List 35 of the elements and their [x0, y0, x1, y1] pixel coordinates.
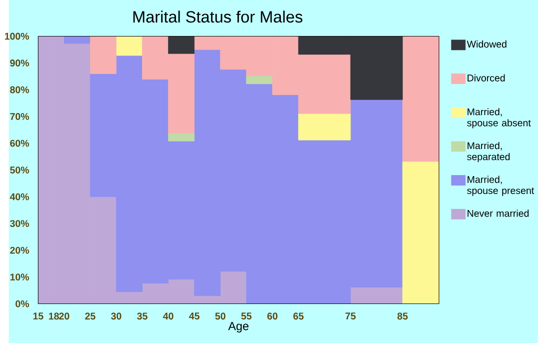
y-tick-label: 90% — [10, 60, 30, 66]
chart-title: Marital Status for Males — [133, 10, 302, 23]
y-tick-label: 50% — [10, 166, 30, 174]
y-tick-label: 100% — [4, 32, 30, 40]
x-tick-label: 25 — [85, 312, 96, 320]
x-tick-label: 18 — [48, 312, 59, 320]
x-tick-label: 55 — [241, 312, 252, 320]
x-tick-label: 50 — [215, 312, 226, 320]
legend-label: Widowed — [466, 40, 506, 48]
y-tick-label: 0% — [16, 300, 30, 308]
legend-label: Married, spouse present — [467, 176, 534, 196]
y-tick-label: 70% — [10, 113, 30, 120]
x-tick-label: 40 — [163, 312, 174, 320]
y-tick-label: 30% — [10, 220, 30, 227]
y-tick-label: 40% — [10, 193, 30, 200]
x-tick-label: 45 — [189, 312, 200, 320]
legend-label: Married, spouse absent — [467, 108, 531, 128]
y-tick-label: 80% — [10, 86, 30, 94]
x-tick-label: 15 — [33, 312, 44, 320]
x-tick-label: 85 — [397, 312, 408, 320]
x-tick-label: 35 — [137, 312, 148, 320]
legend-label: Married, separated — [467, 142, 510, 162]
bar — [246, 76, 273, 84]
y-tick-label: 10% — [10, 274, 30, 281]
x-axis-title: Age — [228, 322, 248, 332]
x-tick-label: 60 — [267, 312, 278, 320]
x-tick-label: 75 — [345, 312, 356, 320]
bar — [168, 132, 195, 142]
y-tick-label: 20% — [10, 246, 30, 254]
x-tick-label: 20 — [59, 312, 70, 320]
x-tick-label: 30 — [111, 312, 122, 320]
y-tick-label: 60% — [10, 140, 30, 147]
legend-label: Never married — [468, 210, 529, 217]
legend-label: Divorced — [468, 74, 505, 82]
x-tick-label: 65 — [293, 312, 304, 320]
